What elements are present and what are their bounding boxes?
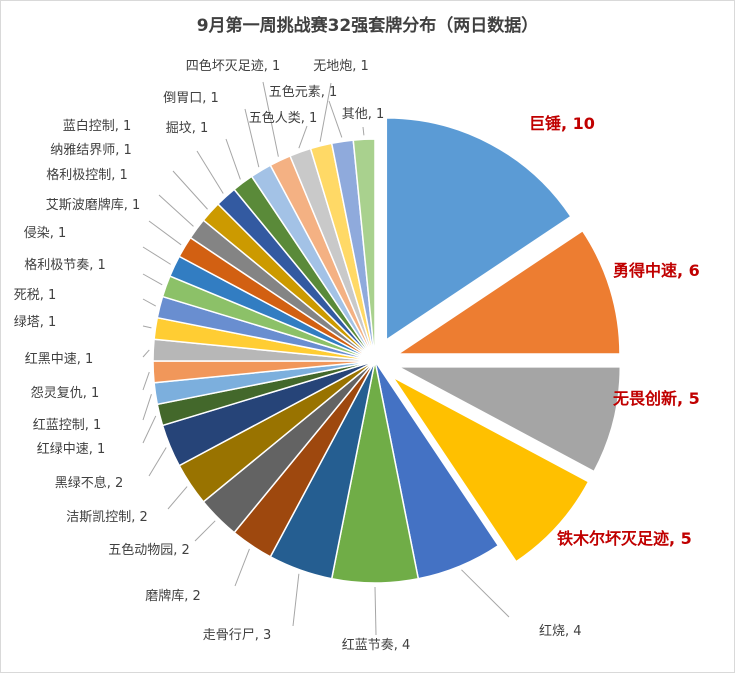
data-label-23: 蓝白控制, 1 — [63, 118, 132, 134]
leader-line-15 — [142, 349, 150, 358]
pie-slice-30 — [352, 138, 376, 362]
data-label-14: 怨灵复仇, 1 — [31, 386, 100, 401]
leader-line-29 — [328, 100, 343, 138]
leader-line-26 — [262, 81, 279, 157]
leader-line-10 — [167, 486, 188, 510]
leader-line-16 — [142, 325, 152, 329]
leader-line-24 — [225, 138, 241, 180]
data-label-2: 勇得中速, 6 — [613, 261, 700, 280]
data-label-15: 红黑中速, 1 — [25, 351, 94, 367]
data-label-26: 四色坏灭足迹, 1 — [186, 58, 281, 74]
leader-line-27 — [298, 125, 308, 149]
leader-line-6 — [374, 586, 377, 636]
data-label-24: 掘坟, 1 — [166, 121, 209, 136]
leader-line-13 — [142, 394, 152, 421]
data-label-22: 纳雅结界师, 1 — [50, 143, 132, 158]
data-label-21: 格利极控制, 1 — [46, 167, 128, 183]
data-label-6: 红蓝节奏, 4 — [342, 637, 411, 653]
data-label-18: 格利极节奏, 1 — [24, 257, 106, 273]
leader-line-25 — [244, 108, 260, 168]
leader-line-22 — [172, 170, 208, 210]
leader-line-11 — [148, 447, 167, 477]
leader-line-30 — [362, 126, 365, 136]
data-label-30: 其他, 1 — [342, 107, 385, 122]
leader-line-18 — [142, 273, 163, 286]
data-label-12: 红绿中速, 1 — [37, 441, 106, 457]
data-label-7: 走骨行尸, 3 — [203, 628, 272, 643]
data-label-29: 五色元素, 1 — [269, 84, 338, 100]
data-label-19: 侵染, 1 — [24, 225, 67, 241]
data-label-3: 无畏创新, 5 — [612, 389, 700, 408]
data-label-11: 黑绿不息, 2 — [55, 475, 124, 491]
leader-line-8 — [234, 548, 250, 587]
leader-line-17 — [142, 298, 157, 307]
leader-line-23 — [196, 150, 224, 194]
data-label-8: 磨牌库, 2 — [145, 588, 201, 604]
data-label-27: 五色人类, 1 — [249, 110, 318, 126]
data-label-16: 绿塔, 1 — [14, 315, 57, 330]
leader-line-12 — [142, 415, 157, 444]
data-label-9: 五色动物园, 2 — [108, 542, 190, 558]
data-label-13: 红蓝控制, 1 — [33, 417, 102, 433]
chart-title: 9月第一周挑战赛32强套牌分布（两日数据） — [196, 16, 539, 36]
data-label-25: 倒胃口, 1 — [163, 91, 219, 106]
pie-slice-3 — [397, 366, 622, 473]
leader-line-21 — [158, 194, 194, 227]
data-label-28: 无地炮, 1 — [313, 59, 369, 74]
data-label-1: 巨锤, 10 — [529, 114, 595, 133]
leader-line-14 — [142, 371, 150, 391]
leader-line-5 — [461, 569, 510, 618]
leader-line-19 — [142, 246, 171, 265]
pie-slice-4 — [392, 376, 590, 563]
pie-slice-1 — [385, 117, 572, 342]
leader-line-7 — [292, 573, 300, 627]
data-label-10: 洁斯凯控制, 2 — [66, 510, 148, 525]
data-label-20: 艾斯波磨牌库, 1 — [46, 197, 141, 213]
pie-slice-2 — [395, 229, 621, 355]
leader-line-28 — [319, 82, 332, 142]
leader-line-20 — [148, 220, 182, 246]
leader-line-9 — [194, 520, 216, 542]
data-label-17: 死税, 1 — [14, 288, 57, 303]
data-label-5: 红烧, 4 — [539, 623, 582, 639]
data-label-4: 铁木尔坏灭足迹, 5 — [557, 529, 692, 548]
